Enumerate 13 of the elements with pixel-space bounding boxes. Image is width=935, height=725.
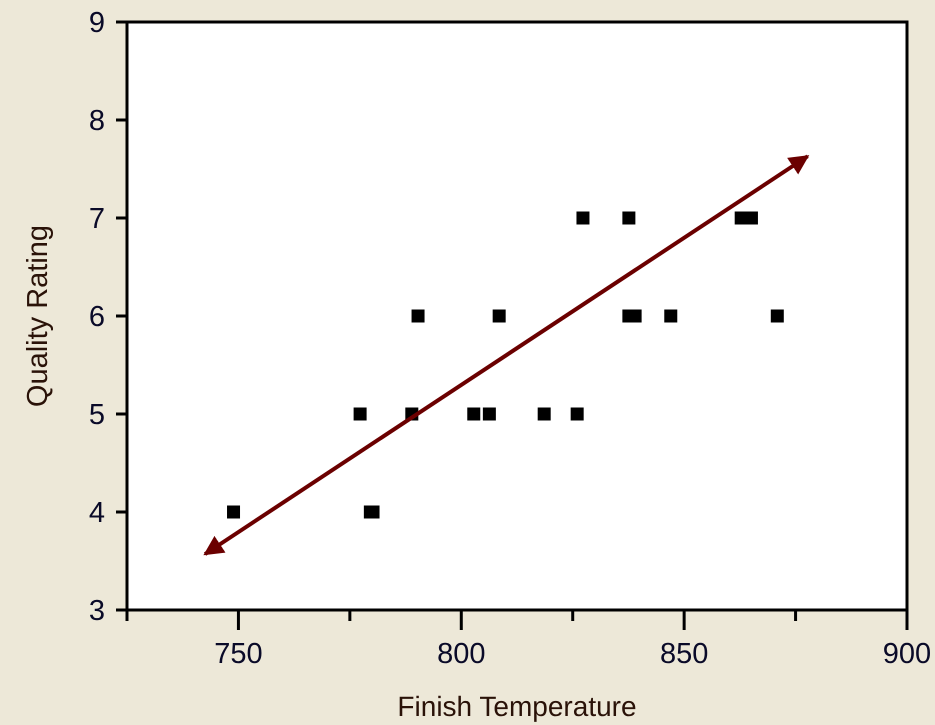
x-tick-label: 850 bbox=[660, 638, 708, 670]
y-tick-label: 6 bbox=[88, 301, 105, 333]
y-axis-title: Quality Rating bbox=[22, 224, 54, 408]
x-tick-label: 750 bbox=[214, 638, 263, 670]
x-tick-label: 900 bbox=[882, 638, 932, 670]
x-axis-title: Finish Temperature bbox=[397, 691, 637, 722]
y-tick-label: 9 bbox=[88, 7, 105, 39]
y-tick-label: 5 bbox=[88, 399, 105, 431]
x-tick-label: 800 bbox=[437, 638, 486, 670]
y-tick-label: 3 bbox=[88, 595, 105, 627]
y-tick-label: 7 bbox=[88, 203, 105, 235]
y-tick-label: 4 bbox=[88, 497, 105, 529]
y-tick-label: 8 bbox=[88, 105, 105, 137]
